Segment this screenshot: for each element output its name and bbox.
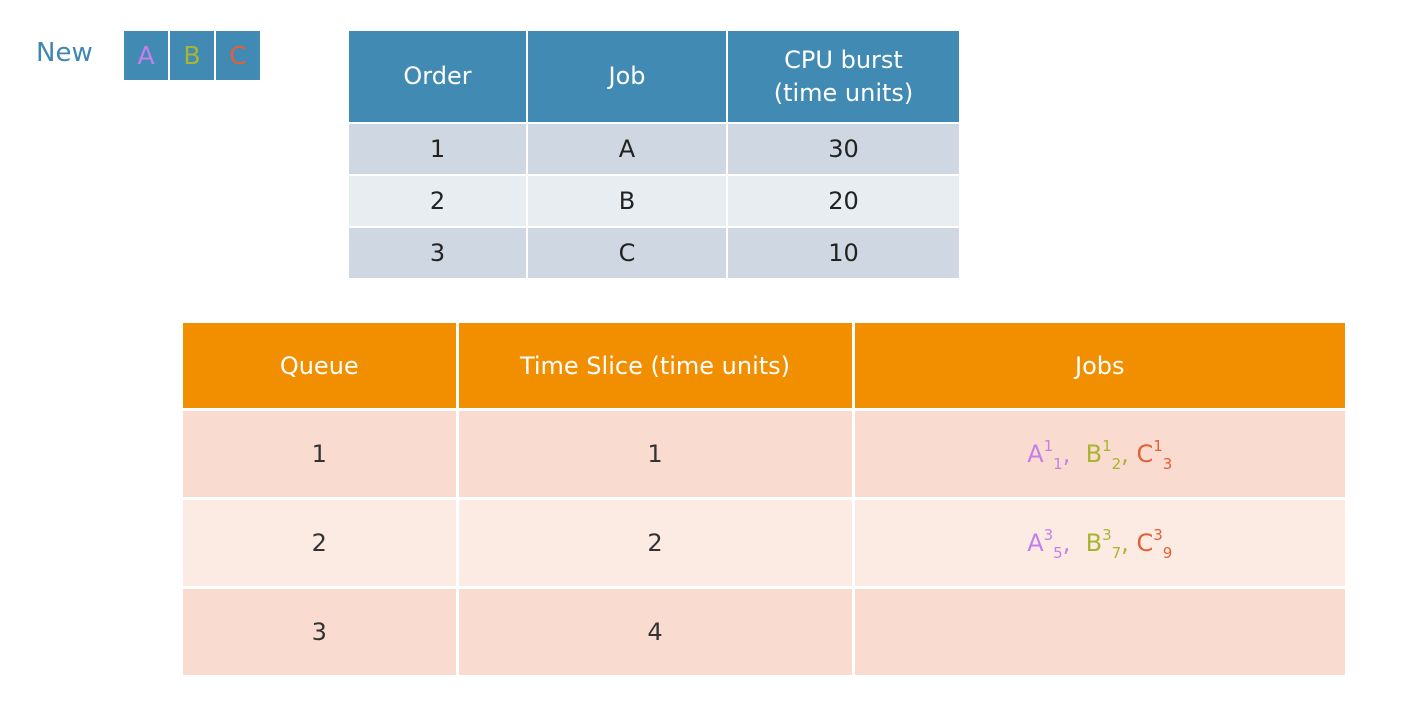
order-cell: 1: [349, 122, 528, 175]
job-entry-a: A35,: [1027, 526, 1086, 561]
job-name: A: [1027, 529, 1044, 557]
job-subscript: 9: [1162, 544, 1173, 562]
jobs-header: Jobs: [853, 323, 1345, 410]
burst-cell: 10: [727, 226, 959, 278]
job-superscript: 3: [1153, 526, 1163, 544]
order-cell: 3: [349, 226, 528, 278]
job-separator: ,: [1062, 440, 1086, 468]
time-slice-cell: 4: [457, 586, 855, 675]
job-subscript: 2: [1111, 455, 1122, 473]
job-name: B: [1085, 440, 1103, 468]
queue-cell: 2: [183, 497, 459, 588]
cpu-burst-header: CPU burst (time units): [727, 31, 959, 123]
burst-cell: 20: [727, 174, 959, 227]
job-table-row: 1 A 30: [349, 122, 959, 175]
jobs-cell: [853, 586, 1345, 675]
queue-cell: 3: [183, 586, 459, 675]
job-cell: C: [527, 226, 728, 278]
job-entry-c: C13: [1136, 437, 1172, 472]
job-cell: A: [527, 122, 728, 175]
job-superscript: 1: [1043, 437, 1054, 455]
job-name: B: [1085, 529, 1103, 557]
new-queue-job-c: C: [216, 31, 260, 80]
job-superscript: 3: [1043, 526, 1054, 544]
job-name: C: [1136, 440, 1154, 468]
queue-row: 1 1 A11, B12, C13: [183, 408, 1345, 499]
queue-row: 3 4: [183, 586, 1345, 675]
jobs-cell: A11, B12, C13: [853, 408, 1345, 499]
job-subscript: 5: [1053, 544, 1063, 562]
time-slice-cell: 1: [457, 408, 855, 499]
job-entry-b: B37,: [1085, 526, 1137, 561]
job-superscript: 1: [1102, 437, 1112, 455]
job-name: C: [1136, 529, 1154, 557]
queue-table: Queue Time Slice (time units) Jobs 1 1 A…: [183, 323, 1345, 675]
job-subscript: 3: [1162, 455, 1173, 473]
job-name: A: [1027, 440, 1044, 468]
job-entry-b: B12,: [1085, 437, 1137, 472]
job-subscript: 7: [1111, 544, 1122, 562]
job-cell: B: [527, 174, 728, 227]
job-entry-a: A11,: [1027, 437, 1086, 472]
queue-table-header-row: Queue Time Slice (time units) Jobs: [183, 323, 1345, 410]
order-header: Order: [349, 31, 528, 123]
time-slice-header: Time Slice (time units): [457, 323, 855, 410]
new-queue-job-a: A: [124, 31, 168, 80]
job-separator: ,: [1121, 440, 1137, 468]
job-table-row: 3 C 10: [349, 226, 959, 278]
new-label: New: [36, 38, 93, 68]
job-separator: ,: [1121, 529, 1137, 557]
queue-cell: 1: [183, 408, 459, 499]
order-cell: 2: [349, 174, 528, 227]
new-queue-job-b: B: [170, 31, 214, 80]
job-burst-table: Order Job CPU burst (time units) 1 A 30 …: [349, 31, 959, 278]
job-table-header-row: Order Job CPU burst (time units): [349, 31, 959, 123]
job-entry-c: C39: [1136, 526, 1172, 561]
job-separator: ,: [1062, 529, 1086, 557]
burst-cell: 30: [727, 122, 959, 175]
new-queue: A B C: [124, 31, 260, 80]
job-header: Job: [527, 31, 728, 123]
jobs-cell: A35, B37, C39: [853, 497, 1345, 588]
job-subscript: 1: [1053, 455, 1063, 473]
job-superscript: 1: [1153, 437, 1163, 455]
time-slice-cell: 2: [457, 497, 855, 588]
queue-row: 2 2 A35, B37, C39: [183, 497, 1345, 588]
job-superscript: 3: [1102, 526, 1112, 544]
queue-header: Queue: [183, 323, 459, 410]
job-table-row: 2 B 20: [349, 174, 959, 227]
